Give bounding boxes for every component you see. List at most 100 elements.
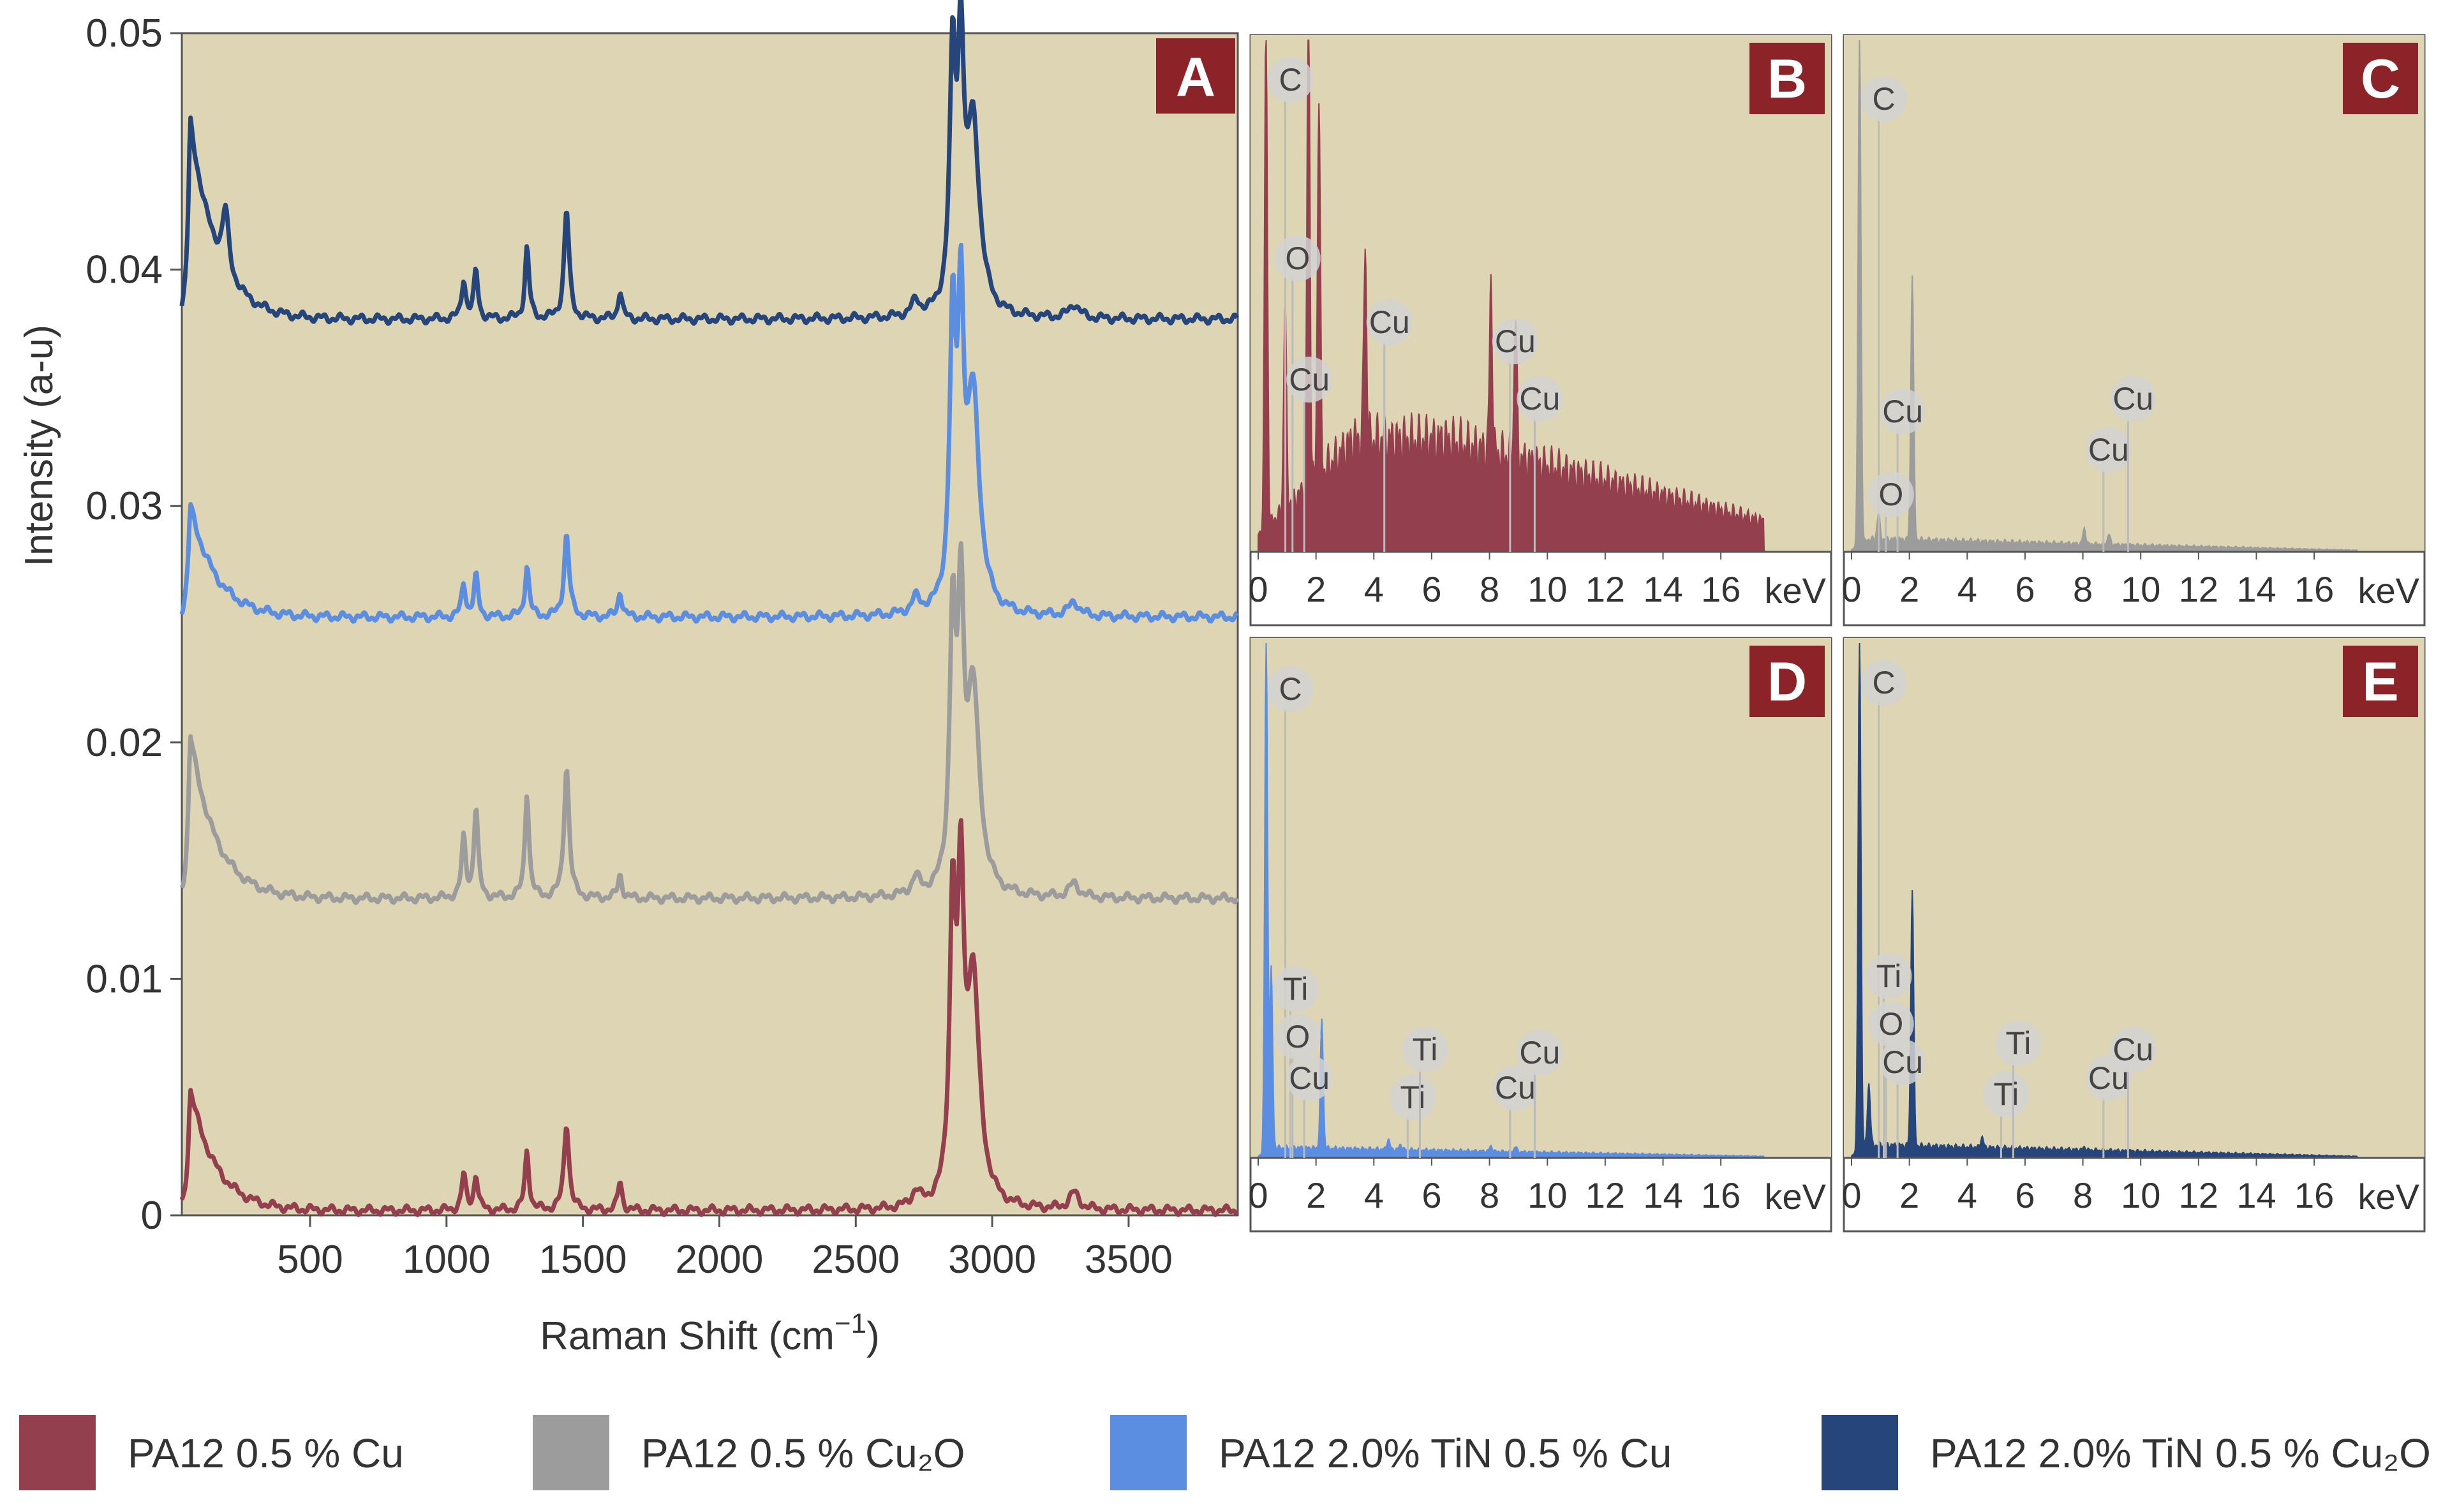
edx-tick-label: 16 (1701, 1175, 1741, 1215)
edx-element-label: C (1279, 62, 1302, 98)
edx-element-label: O (1285, 1019, 1310, 1055)
edx-label-bubble (1995, 1020, 2042, 1066)
panel-badge (1156, 38, 1235, 114)
panel-badge (1749, 646, 1825, 717)
edx-label-bubble (1272, 966, 1319, 1012)
edx-plot-area (1251, 638, 1831, 1158)
y-tick-label: 0.05 (85, 11, 163, 56)
edx-tick-label: 10 (2121, 1175, 2160, 1215)
edx-tick-label: 6 (2015, 569, 2035, 609)
edx-element-label: Cu (2088, 432, 2129, 468)
x-tick-label: 3000 (948, 1238, 1036, 1282)
edx-element-label: O (1878, 477, 1903, 512)
edx-label-bubble (1860, 76, 1907, 122)
edx-tick-label: 8 (1480, 1175, 1499, 1215)
edx-tick-label: 10 (1527, 1175, 1567, 1215)
panel-letter: C (2361, 48, 2400, 110)
edx-label-bubble (1860, 660, 1907, 706)
edx-element-label: Cu (1882, 394, 1923, 429)
edx-tick-label: 0 (1248, 569, 1268, 609)
edx-tick-label: 6 (2015, 1175, 2035, 1215)
edx-label-bubble (1366, 299, 1413, 345)
edx-tick-label: 2 (1306, 1175, 1326, 1215)
edx-element-label: Cu (2112, 1032, 2153, 1067)
edx-tick-label: 14 (1643, 1175, 1682, 1215)
edx-unit-label: keV (1765, 1176, 1827, 1217)
x-tick-label: 500 (277, 1238, 343, 1282)
edx-element-label: Cu (1495, 1070, 1536, 1106)
x-tick-label: 1000 (403, 1238, 491, 1282)
edx-tick-label: 6 (1422, 569, 1441, 609)
edx-label-bubble (1492, 1065, 1538, 1111)
edx-label-bubble (1517, 1030, 1563, 1076)
edx-element-label: Cu (2112, 381, 2153, 417)
edx-element-label: Ti (1283, 971, 1309, 1007)
edx-tick-label: 12 (2179, 569, 2218, 609)
edx-element-label: O (1285, 241, 1310, 276)
legend-swatch (533, 1415, 609, 1490)
raman-series-line (179, 242, 1239, 624)
edx-element-label: Ti (1994, 1076, 2019, 1112)
edx-element-label: C (1279, 671, 1302, 707)
legend-label: PA12 0.5 % Cu (128, 1430, 404, 1476)
panel-letter: D (1767, 651, 1807, 713)
panel-letter: E (2362, 651, 2398, 713)
edx-label-bubble (1880, 1039, 1926, 1085)
edx-label-bubble (1866, 953, 1912, 999)
edx-tick-label: 4 (1364, 1175, 1384, 1215)
edx-tick-label: 14 (2236, 1175, 2276, 1215)
edx-plot-area (1844, 638, 2424, 1158)
edx-spectrum (1258, 642, 1765, 1159)
legend-label: PA12 0.5 % Cu₂O (641, 1430, 965, 1476)
edx-label-bubble (1867, 1001, 1914, 1047)
edx-tick-label: 10 (1527, 569, 1567, 609)
panel-badge (1749, 43, 1825, 114)
edx-tick-label: 8 (2073, 1175, 2093, 1215)
edx-tick-label: 16 (2294, 569, 2334, 609)
panel-badge (2343, 43, 2418, 114)
raman-series-line (179, 0, 1240, 326)
edx-label-bubble (1274, 235, 1321, 281)
edx-element-label: Ti (1400, 1079, 1426, 1115)
edx-tick-label: 14 (1643, 569, 1682, 609)
y-axis-label: Intensity (a-u) (17, 325, 61, 567)
edx-panel: 0 2 4 6 8 10 12 14 16 keV C Cu O Cu Cu C (1841, 34, 2426, 626)
raman-panel: 0 0.01 0.02 0.03 0.04 0.05 500 1000 1500 2000 2500… (17, 0, 1240, 1358)
edx-unit-label: keV (2358, 570, 2420, 611)
edx-element-label: Cu (1882, 1044, 1923, 1080)
x-axis-label: Raman Shift (cm−1) (540, 1308, 880, 1358)
edx-tick-label: 2 (1899, 569, 1919, 609)
edx-label-bubble (1880, 389, 1926, 434)
edx-tick-label: 0 (1841, 569, 1861, 609)
x-tick-label: 3500 (1085, 1238, 1173, 1282)
edx-element-label: Cu (1289, 1060, 1330, 1096)
edx-element-label: Cu (1519, 1035, 1560, 1071)
plot-area (181, 32, 1239, 1217)
edx-label-bubble (1517, 376, 1563, 422)
y-tick-label: 0.02 (85, 721, 163, 765)
panel-badge (2343, 646, 2418, 717)
edx-label-bubble (2110, 376, 2157, 422)
edx-unit-label: keV (1765, 570, 1827, 611)
edx-element-label: Ti (2006, 1025, 2031, 1061)
edx-tick-label: 8 (1480, 569, 1499, 609)
edx-tick-label: 12 (1585, 569, 1625, 609)
edx-tick-label: 12 (2179, 1175, 2218, 1215)
edx-spectrum (1851, 642, 2359, 1159)
edx-tick-label: 14 (2236, 569, 2276, 609)
edx-panel: 0 2 4 6 8 10 12 14 16 keV C O Cu Cu Cu Cu B (1248, 34, 1832, 626)
edx-tick-label: 2 (1899, 1175, 1919, 1215)
edx-element-label: C (1872, 665, 1895, 700)
y-tick-label: 0.03 (85, 484, 163, 528)
edx-label-bubble (1492, 318, 1538, 364)
legend-swatch (1110, 1415, 1187, 1490)
edx-tick-label: 10 (2121, 569, 2160, 609)
edx-label-bubble (2110, 1027, 2157, 1072)
panel-letter: B (1767, 48, 1807, 110)
edx-element-label: C (1872, 81, 1895, 117)
edx-label-bubble (1274, 1014, 1321, 1060)
edx-tick-label: 4 (1957, 1175, 1977, 1215)
legend-label: PA12 2.0% TiN 0.5 % Cu (1219, 1430, 1672, 1476)
legend-label: PA12 2.0% TiN 0.5 % Cu₂O (1930, 1430, 2431, 1476)
